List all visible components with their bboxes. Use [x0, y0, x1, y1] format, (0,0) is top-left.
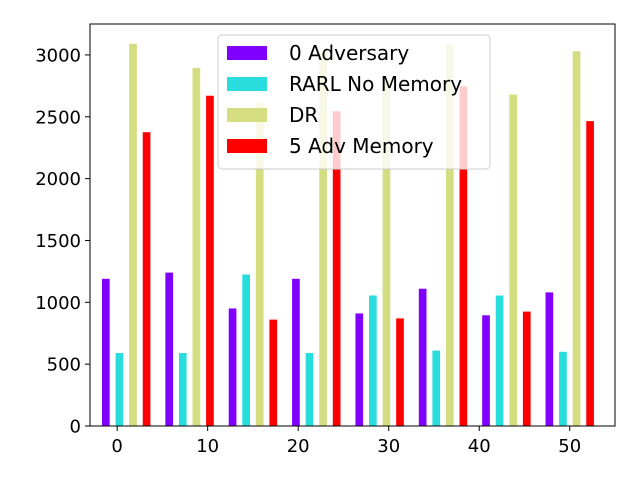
bar-rarl-no-memory-0	[115, 353, 124, 426]
x-tick-label: 0	[111, 436, 122, 457]
y-tick-label: 2500	[35, 107, 81, 128]
bar-5-adv-memory-0	[142, 132, 151, 427]
plot-frame	[89, 23, 616, 427]
legend-swatch	[227, 139, 267, 153]
legend-label: RARL No Memory	[289, 72, 462, 96]
bar-rarl-no-memory-7	[559, 351, 567, 426]
bar-5-adv-memory-3	[332, 111, 341, 426]
bar-5-adv-memory-2	[269, 319, 278, 426]
bar-0-adversary-0	[101, 278, 110, 426]
legend-label: 0 Adversary	[289, 41, 409, 65]
bar-5-adv-memory-5	[459, 86, 468, 427]
bars-layer	[101, 43, 594, 427]
legend-swatch	[227, 46, 267, 60]
bar-0-adversary-3	[292, 278, 300, 426]
bar-rarl-no-memory-4	[369, 295, 377, 426]
bar-rarl-no-memory-2	[242, 274, 250, 426]
legend-box	[217, 34, 491, 170]
bar-5-adv-memory-1	[206, 95, 214, 427]
bar-dr-6	[509, 94, 518, 426]
bar-0-adversary-4	[355, 313, 364, 426]
legend: 0 Adversary RARL No Memory DR 5 Adv Memory	[217, 34, 491, 170]
x-tick-label: 30	[377, 436, 400, 457]
x-tick-label: 10	[196, 436, 219, 457]
y-tick-label: 1500	[35, 231, 81, 252]
y-tick-label: 500	[47, 355, 81, 376]
bar-0-adversary-7	[545, 292, 554, 426]
bar-rarl-no-memory-1	[178, 353, 187, 426]
y-tick-label: 0	[70, 417, 81, 438]
bar-5-adv-memory-7	[586, 121, 594, 426]
x-tick-label: 40	[468, 436, 491, 457]
bar-rarl-no-memory-6	[495, 295, 504, 426]
bar-0-adversary-1	[165, 272, 174, 426]
y-tick-label: 1000	[35, 293, 81, 314]
bar-dr-4	[382, 79, 391, 426]
bar-dr-0	[129, 43, 137, 426]
bar-rarl-no-memory-3	[305, 353, 314, 426]
y-tick-label: 2000	[35, 169, 81, 190]
legend-label: 5 Adv Memory	[289, 134, 434, 158]
bar-0-adversary-6	[482, 315, 490, 426]
bar-dr-7	[572, 51, 581, 427]
bar-0-adversary-5	[418, 288, 427, 426]
legend-label: DR	[289, 103, 318, 127]
bar-rarl-no-memory-5	[432, 350, 441, 426]
bar-dr-3	[319, 52, 327, 426]
y-tick-label: 3000	[35, 45, 81, 66]
bar-dr-5	[445, 45, 454, 426]
bar-dr-1	[192, 67, 201, 426]
legend-swatch	[227, 77, 267, 91]
bar-5-adv-memory-4	[396, 318, 404, 426]
legend-swatch	[227, 108, 267, 122]
x-tick-label: 20	[287, 436, 310, 457]
bar-5-adv-memory-6	[522, 311, 531, 426]
x-tick-label: 50	[558, 436, 581, 457]
bar-dr-2	[255, 103, 264, 426]
bar-0-adversary-2	[228, 308, 237, 426]
